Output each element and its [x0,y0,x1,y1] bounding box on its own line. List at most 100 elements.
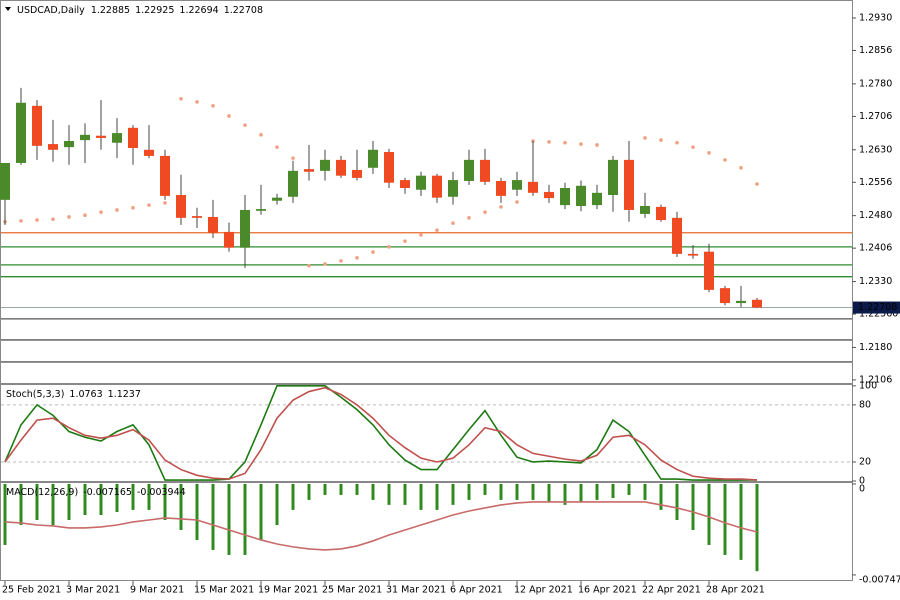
candle-body [304,169,314,172]
candle-body [336,159,346,176]
histogram-bar [691,483,695,530]
sar-dot [579,142,583,146]
header-open: 1.22885 [91,5,130,16]
sar-dot [691,145,695,149]
signal-line [4,501,758,551]
sar-dot [707,151,711,155]
sar-dot [371,250,375,254]
histogram-bar [163,483,167,520]
candle-body [16,102,26,163]
y-tick-label: 1.2780 [859,78,892,89]
series-line [4,386,758,481]
sar-dot [227,114,231,118]
candle-body [448,180,458,197]
histogram-bar [51,483,55,525]
sar-dot [755,182,759,186]
sar-dot [35,218,39,222]
histogram-bar [83,483,87,516]
histogram-bar [547,483,551,502]
candle-body [432,175,442,198]
candle-body [480,159,490,182]
header-low: 1.22694 [179,5,218,16]
histogram-bar [179,483,183,530]
candle-body [368,149,378,168]
sar-dot [99,210,103,214]
sar-dot [147,203,151,207]
histogram-bar [323,483,327,495]
histogram-bar [387,483,391,505]
y-tick-label: 1.2630 [859,144,892,155]
candle-body [544,191,554,199]
histogram-bar [259,483,263,540]
candle-body [144,149,154,156]
candle-body [128,127,138,149]
candle-body [160,155,170,196]
candle-body [80,134,90,141]
symbol: USDCAD,Daily [17,5,85,16]
candle-body [32,105,42,146]
macd-hist-value: -0.007165 [83,487,132,498]
candle-body [224,231,234,248]
stoch-signal-value: 1.1237 [108,389,141,400]
candle-body [272,197,282,201]
stoch-title: Stoch(5,3,3) [6,389,64,400]
y-tick-label: 80 [859,399,871,410]
sar-dot [115,208,119,212]
candle-body [384,151,394,183]
macd-title: MACD(12,26,9) [6,487,78,498]
sar-dot [739,165,743,170]
sar-dot [419,233,423,237]
candle-body [576,185,586,206]
candle-body [288,170,298,197]
y-tick-label: 1.2930 [859,13,892,24]
histogram-bar [435,483,439,510]
header-high: 1.22925 [135,5,174,16]
candle-body [192,216,202,218]
candle-body [560,187,570,206]
x-tick-label: 28 Apr 2021 [706,585,765,596]
sar-dot [163,201,167,205]
histogram-bar [675,483,679,520]
histogram-bar [195,483,199,540]
histogram-bar [131,483,135,510]
macd-frame [0,482,853,581]
candle-body [496,180,506,196]
y-tick-label: 1.2180 [859,342,892,353]
candle-body [64,140,74,148]
price-label: 1.22708 [858,302,897,313]
sar-dot [547,140,551,144]
histogram-bar [19,483,23,525]
y-tick-label: 1.2706 [859,111,892,122]
sar-dot [19,219,23,223]
histogram-bar [67,483,71,520]
menu-arrow [5,7,11,11]
histogram-bar [35,483,39,520]
histogram-bar [643,483,647,500]
sar-dot [355,256,359,260]
y-tick-label: 20 [859,456,871,467]
y-tick-label: 1.22560 [859,309,898,320]
histogram-bar [707,483,711,545]
plot-layer: 1.2930 1.2856 1.2780 1.2706 1.2630 1.2556 1.24… [0,13,900,596]
histogram-bar [579,483,583,502]
y-tick-label: 1.2856 [859,45,892,56]
sar-dot [67,215,71,219]
sar-dot [723,158,727,162]
price-box [853,301,900,314]
y-tick-label: -0.007473 [859,574,900,585]
sar-dot [563,140,567,145]
candle-body [112,133,122,143]
candle-body [352,169,362,178]
candle-body [48,144,58,150]
candle-body [464,159,474,181]
histogram-bar [627,483,631,495]
sar-dot [643,136,647,140]
histogram-bar [499,483,503,500]
histogram-bar [211,483,215,550]
histogram-bar [307,483,311,500]
histogram-bar [355,483,359,495]
sar-dot [339,259,343,263]
x-tick-label: 19 Mar 2021 [258,585,318,596]
y-tick-label: 1.2406 [859,243,892,254]
